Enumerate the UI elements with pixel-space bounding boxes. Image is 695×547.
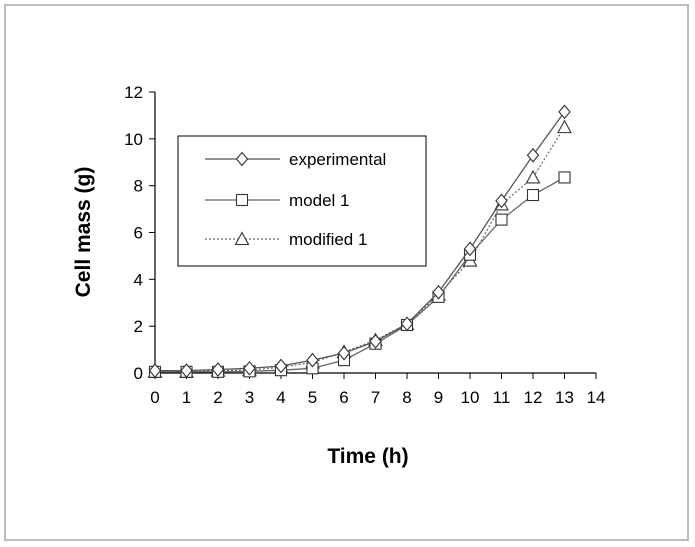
data-point-experimental [180, 363, 193, 379]
y-tick-label: 2 [134, 317, 143, 336]
x-tick-label: 9 [434, 388, 443, 407]
x-axis-title: Time (h) [327, 445, 408, 468]
x-tick-label: 2 [213, 388, 222, 407]
x-tick-label: 13 [555, 388, 574, 407]
data-point-experimental [558, 104, 571, 120]
data-point-experimental [306, 352, 319, 368]
x-tick-label: 11 [493, 388, 511, 407]
legend-label-experimental: experimental [289, 150, 386, 169]
x-tick-label: 3 [245, 388, 254, 407]
data-point-modified-1 [557, 119, 572, 134]
y-tick-label: 8 [134, 177, 143, 196]
data-point-experimental [274, 358, 288, 374]
y-tick-label: 10 [124, 130, 143, 149]
data-point-experimental [400, 316, 414, 332]
x-tick-label: 4 [276, 388, 285, 407]
y-tick-label: 12 [124, 83, 143, 102]
legend: experimental model 1 modified 1 [177, 135, 427, 267]
data-point-model-1 [558, 171, 571, 184]
legend-box [177, 135, 427, 267]
data-point-experimental [369, 334, 382, 349]
data-point-experimental [526, 147, 540, 163]
y-axis-title: Cell mass (g) [72, 167, 95, 298]
y-tick-label: 6 [134, 224, 143, 243]
data-point-experimental [211, 362, 225, 377]
x-tick-label: 6 [339, 388, 348, 407]
data-point-modified-1 [525, 169, 541, 184]
data-point-experimental [337, 345, 351, 361]
chart-frame [4, 4, 689, 541]
legend-marker-model-1 [235, 193, 249, 207]
data-point-model-1 [495, 213, 508, 226]
data-point-experimental [148, 363, 162, 379]
x-tick-label: 8 [402, 388, 411, 407]
legend-marker-experimental [235, 151, 249, 167]
data-point-experimental [463, 241, 477, 257]
legend-marker-modified-1 [234, 231, 250, 246]
x-tick-label: 7 [371, 388, 380, 407]
legend-label-model-1: model 1 [289, 191, 349, 210]
x-tick-label: 14 [587, 388, 606, 407]
y-tick-label: 0 [134, 364, 143, 383]
data-point-experimental [432, 284, 445, 300]
data-point-experimental [243, 360, 256, 376]
x-tick-label: 12 [524, 388, 543, 407]
x-tick-label: 10 [461, 388, 480, 407]
data-point-experimental [495, 193, 508, 209]
y-tick-label: 4 [134, 270, 143, 289]
legend-label-modified-1: modified 1 [289, 230, 367, 249]
x-tick-label: 1 [182, 388, 191, 407]
x-tick-label: 5 [308, 388, 317, 407]
series-layer [147, 104, 572, 379]
x-tick-label: 0 [150, 388, 159, 407]
data-point-model-1 [526, 188, 540, 202]
series-experimental [148, 104, 571, 379]
